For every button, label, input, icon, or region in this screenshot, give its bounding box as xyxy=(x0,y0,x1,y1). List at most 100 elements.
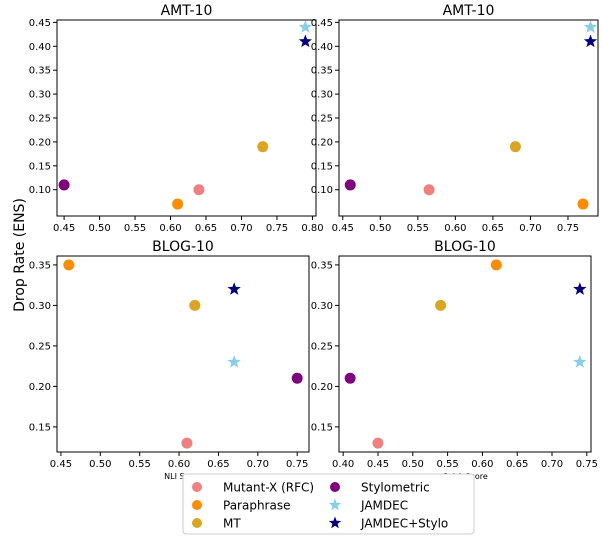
y-tick-label: 0.25 xyxy=(29,341,51,352)
scatter-panel-4: BLOG-10 0.40 0.45 0.50 0.55 0.60 0.65 0.70 0.75 0… xyxy=(311,239,598,481)
data-point-star xyxy=(583,34,598,48)
data-point-circle xyxy=(435,299,447,311)
x-tick-label: 0.55 xyxy=(124,223,146,234)
x-tick-label: 0.70 xyxy=(230,223,252,234)
y-tick-label: 0.10 xyxy=(311,185,333,196)
x-tick-label: 0.60 xyxy=(159,223,181,234)
x-tick-label: 0.70 xyxy=(519,223,541,234)
y-tick-label: 0.15 xyxy=(311,161,333,172)
plot-frame xyxy=(56,19,317,217)
data-point-star xyxy=(227,282,241,295)
x-tick-label: 0.60 xyxy=(471,459,493,470)
data-point-star xyxy=(583,20,598,33)
data-point-circle xyxy=(423,184,435,196)
y-tick-label: 0.25 xyxy=(311,341,333,352)
data-point-star xyxy=(298,34,313,48)
legend-marker-star xyxy=(328,498,342,511)
data-point-circle xyxy=(172,198,184,210)
y-tick-label: 0.35 xyxy=(311,66,333,77)
x-tick-label: 0.50 xyxy=(89,459,111,470)
y-tick-label: 0.15 xyxy=(29,422,51,433)
data-point-circle xyxy=(372,437,384,449)
data-point-circle xyxy=(181,437,193,449)
x-tick-label: 0.45 xyxy=(53,223,75,234)
x-tick-label: 0.75 xyxy=(266,223,288,234)
x-tick-label: 0.50 xyxy=(88,223,110,234)
data-point-circle xyxy=(577,198,589,210)
x-tick-label: 0.45 xyxy=(332,223,354,234)
y-tick-label: 0.20 xyxy=(311,382,333,393)
y-tick-label: 0.35 xyxy=(29,260,51,271)
legend-label: Paraphrase xyxy=(223,499,290,513)
y-tick-label: 0.45 xyxy=(29,18,51,29)
y-tick-label: 0.10 xyxy=(29,185,51,196)
scatter-panel-3: BLOG-10 0.45 0.50 0.55 0.60 0.65 0.70 0.75 0.15 0… xyxy=(29,239,310,481)
x-tick-label: 0.70 xyxy=(247,459,269,470)
legend-marker-circle xyxy=(192,500,202,510)
panels-group: AMT-10 0.45 0.50 0.55 0.60 0.65 0.70 0.75 0.80 0.… xyxy=(29,3,599,481)
x-tick-label: 0.75 xyxy=(557,223,579,234)
x-tick-label: 0.80 xyxy=(301,223,323,234)
y-tick-label: 0.30 xyxy=(311,301,333,312)
y-tick-label: 0.40 xyxy=(311,42,333,53)
legend-label: JAMDEC xyxy=(360,499,408,513)
x-tick-label: 0.55 xyxy=(407,223,429,234)
legend-marker-star xyxy=(328,516,342,529)
legend-label: JAMDEC+Stylo xyxy=(360,517,448,531)
plot-frame xyxy=(338,19,599,217)
x-tick-label: 0.45 xyxy=(367,459,389,470)
y-tick-label: 0.15 xyxy=(311,422,333,433)
x-tick-label: 0.75 xyxy=(286,459,308,470)
y-tick-label: 0.20 xyxy=(29,382,51,393)
x-tick-label: 0.50 xyxy=(369,223,391,234)
x-tick-label: 0.45 xyxy=(50,459,72,470)
y-tick-label: 0.45 xyxy=(311,18,333,29)
data-point-star xyxy=(573,355,587,368)
legend-marker-circle xyxy=(192,518,202,528)
y-tick-label: 0.30 xyxy=(29,301,51,312)
shared-y-axis-label: Drop Rate (ENS) xyxy=(12,198,28,312)
scatter-panel-2: AMT-10 0.45 0.50 0.55 0.60 0.65 0.70 0.75 0.10 0.… xyxy=(311,3,599,234)
legend: Mutant-X (RFC) Paraphrase MT Stylometric JAM… xyxy=(182,473,475,535)
y-tick-label: 0.35 xyxy=(29,66,51,77)
x-tick-label: 0.55 xyxy=(129,459,151,470)
y-tick-label: 0.25 xyxy=(311,114,333,125)
y-tick-label: 0.40 xyxy=(29,42,51,53)
x-tick-label: 0.55 xyxy=(436,459,458,470)
panel-title: AMT-10 xyxy=(161,3,213,19)
y-tick-label: 0.20 xyxy=(311,137,333,148)
x-tick-label: 0.65 xyxy=(207,459,229,470)
data-point-circle xyxy=(509,141,521,153)
legend-marker-circle xyxy=(330,482,340,492)
data-point-circle xyxy=(58,179,70,191)
panel-title: AMT-10 xyxy=(443,3,495,19)
plot-frame xyxy=(338,255,592,453)
scatter-panel-1: AMT-10 0.45 0.50 0.55 0.60 0.65 0.70 0.75 0.80 0.… xyxy=(29,3,324,234)
x-tick-label: 0.65 xyxy=(195,223,217,234)
data-point-circle xyxy=(291,372,303,384)
x-tick-label: 0.60 xyxy=(168,459,190,470)
x-tick-label: 0.40 xyxy=(332,459,354,470)
data-point-circle xyxy=(490,259,502,271)
y-tick-label: 0.20 xyxy=(29,137,51,148)
data-point-star xyxy=(573,282,587,295)
y-tick-label: 0.25 xyxy=(29,114,51,125)
x-tick-label: 0.60 xyxy=(444,223,466,234)
panel-title: BLOG-10 xyxy=(152,239,214,255)
legend-marker-circle xyxy=(192,482,202,492)
legend-label: Mutant-X (RFC) xyxy=(223,481,314,495)
data-point-circle xyxy=(193,184,205,196)
x-tick-label: 0.70 xyxy=(541,459,563,470)
y-tick-label: 0.30 xyxy=(311,90,333,101)
data-point-star xyxy=(227,355,241,368)
x-tick-label: 0.65 xyxy=(506,459,528,470)
y-tick-label: 0.15 xyxy=(29,161,51,172)
data-point-circle xyxy=(63,259,75,271)
y-tick-label: 0.30 xyxy=(29,90,51,101)
data-point-star xyxy=(298,20,313,33)
panel-title: BLOG-10 xyxy=(434,239,496,255)
x-tick-label: 0.65 xyxy=(482,223,504,234)
data-point-circle xyxy=(189,299,201,311)
plot-frame xyxy=(56,255,310,453)
